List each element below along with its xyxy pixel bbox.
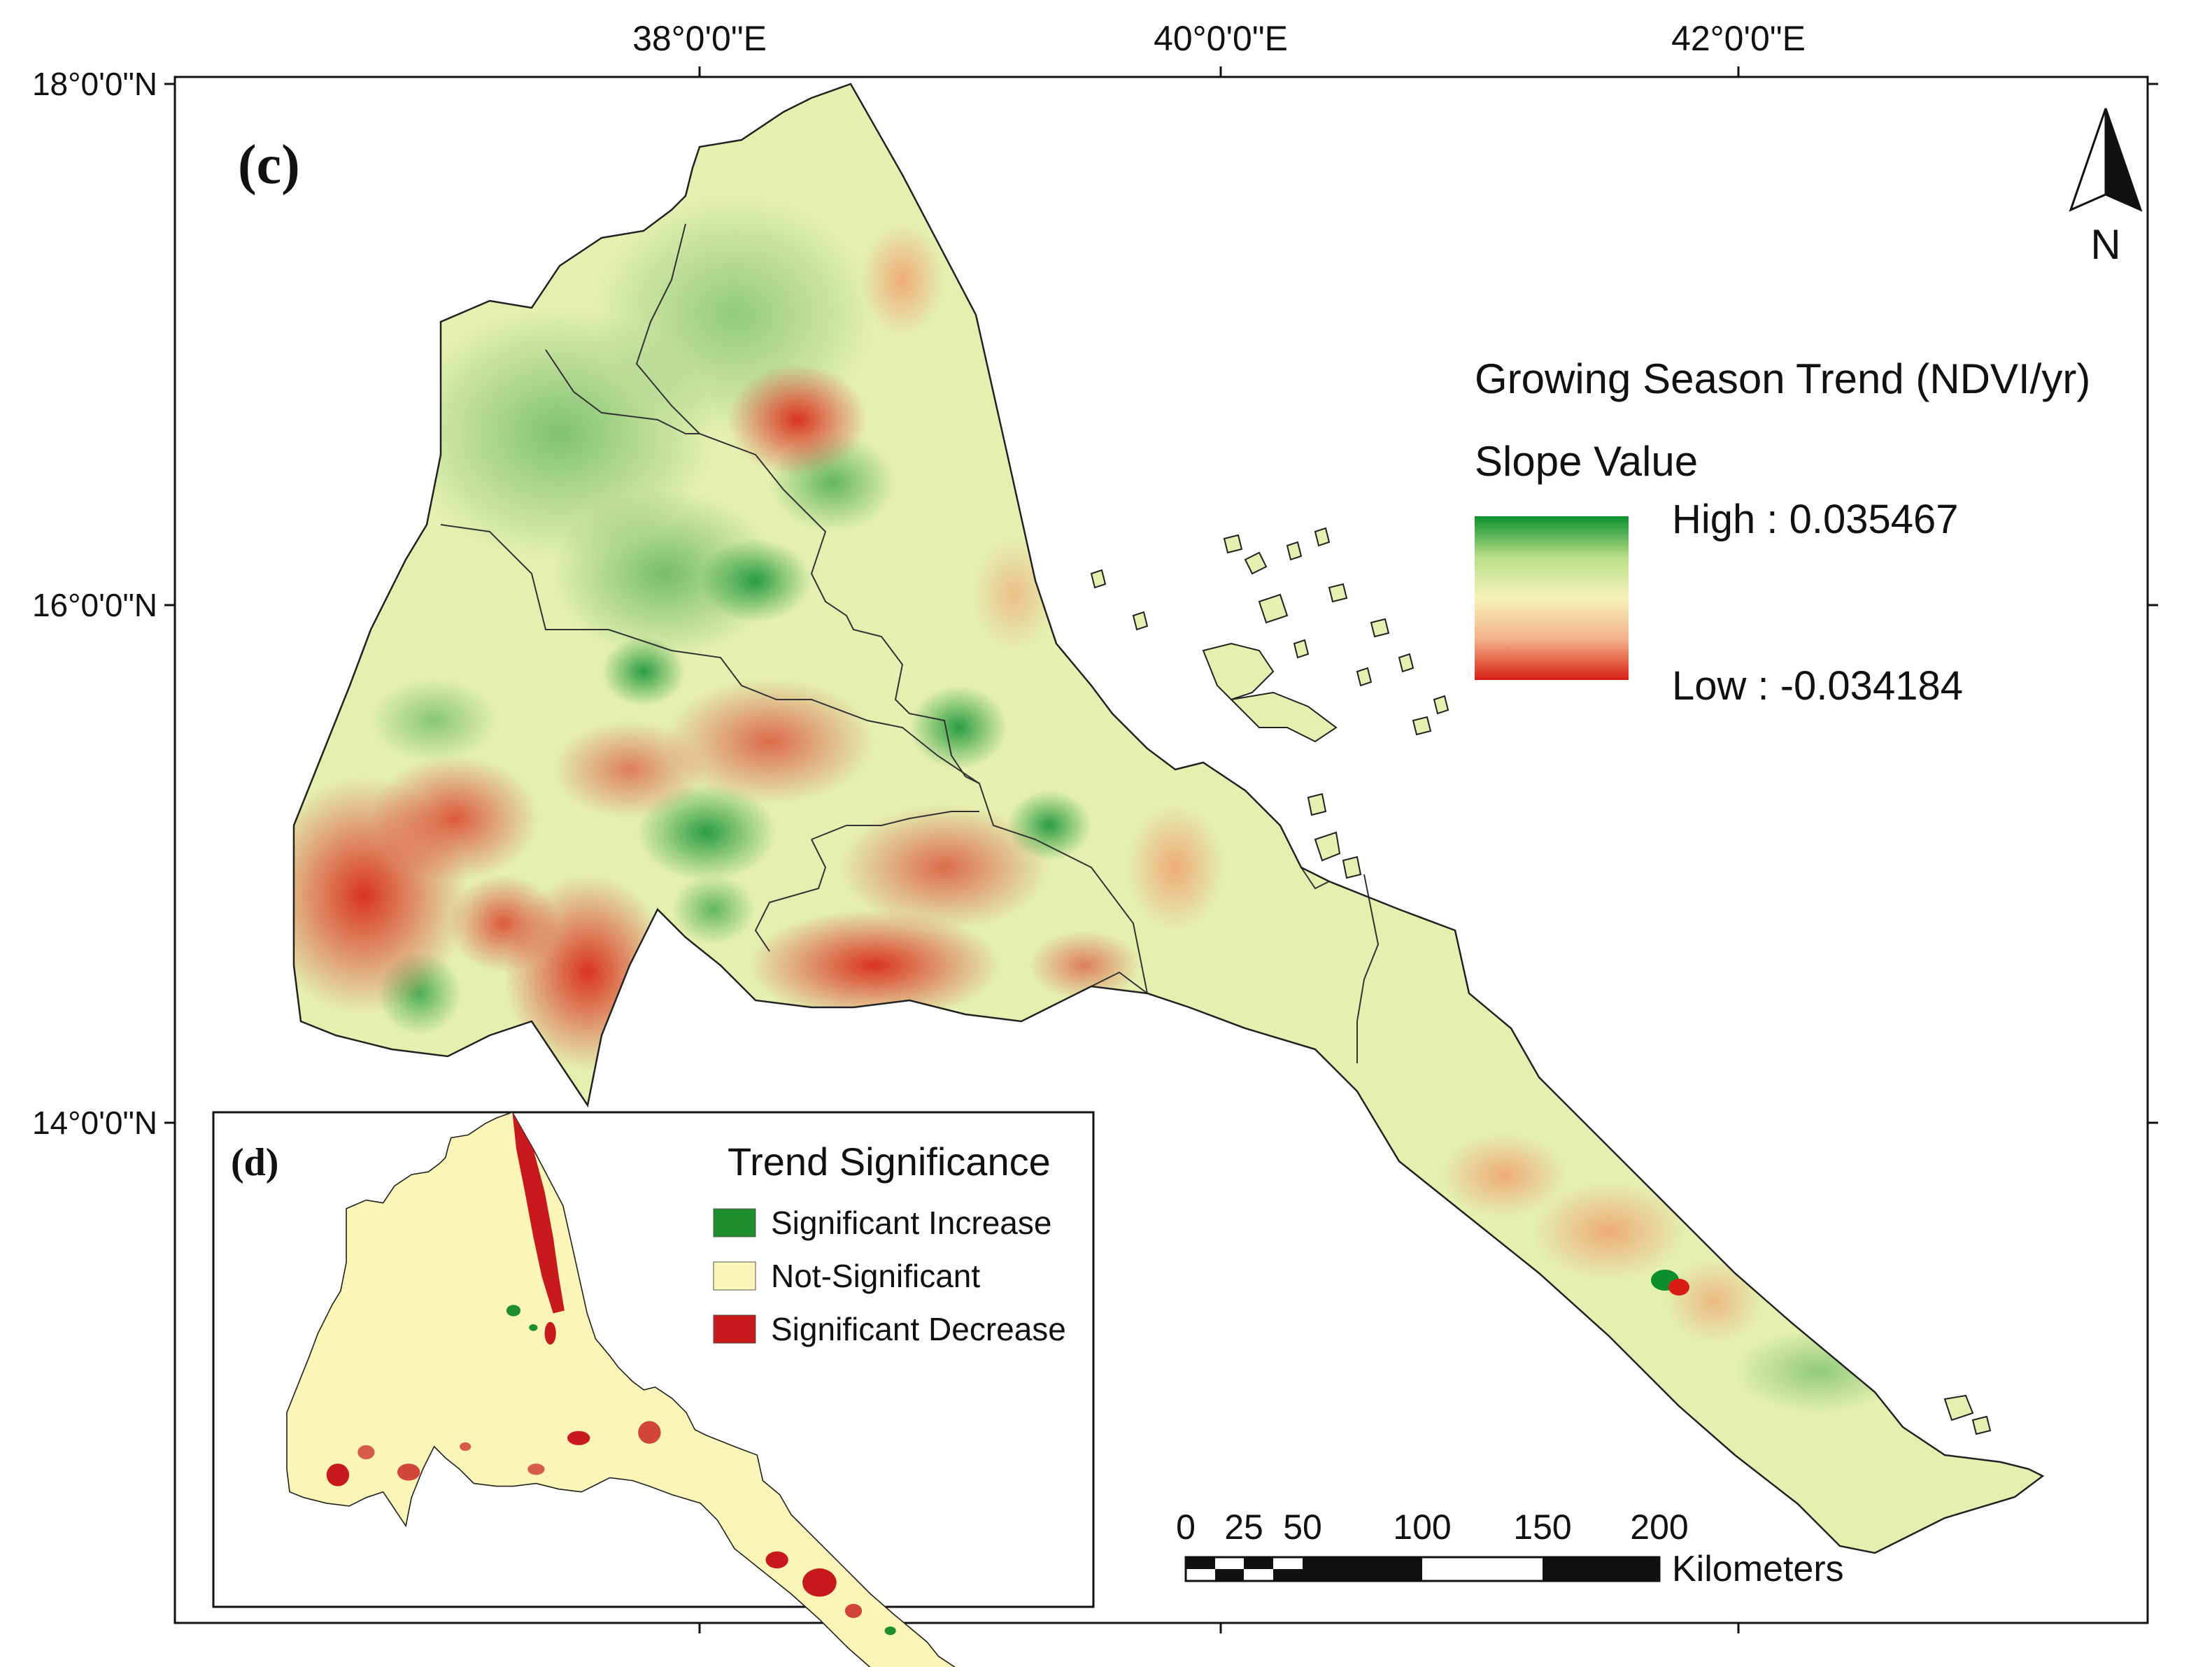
legend-high-label: High : 0.035467 xyxy=(1672,497,1959,542)
scale-tick-50: 50 xyxy=(1283,1508,1322,1547)
islands xyxy=(1090,527,1992,1435)
legend-subtitle: Slope Value xyxy=(1475,438,1698,485)
legend-swatch-significant-increase xyxy=(713,1208,756,1237)
latitude-label-16n: 16°0'0"N xyxy=(32,587,157,623)
legend-swatch-significant-decrease xyxy=(713,1314,756,1344)
legend-item-significant-increase: Significant Increase xyxy=(771,1205,1051,1241)
scale-tick-25: 25 xyxy=(1224,1508,1263,1547)
panel-label-d: (d) xyxy=(231,1141,278,1184)
scale-tick-150: 150 xyxy=(1513,1508,1571,1547)
scale-bar: 0 25 50 100 150 200 Kilometers xyxy=(1176,1508,1844,1589)
longitude-label-42e: 42°0'0"E xyxy=(1671,19,1806,58)
scale-tick-100: 100 xyxy=(1393,1508,1451,1547)
latitude-label-14n: 14°0'0"N xyxy=(32,1105,157,1141)
ndvi-trend-raster xyxy=(292,83,2045,1554)
legend-title: Growing Season Trend (NDVI/yr) xyxy=(1475,355,2090,402)
longitude-label-38e: 38°0'0"E xyxy=(632,19,767,58)
scale-unit: Kilometers xyxy=(1672,1549,1844,1589)
legend-gradient-bar xyxy=(1475,516,1629,680)
graticule-ticks xyxy=(164,66,2158,1633)
scale-tick-200: 200 xyxy=(1630,1508,1688,1547)
longitude-label-40e: 40°0'0"E xyxy=(1154,19,1288,58)
legend-item-not-significant: Not-Significant xyxy=(771,1258,980,1294)
legend-low-label: Low : -0.034184 xyxy=(1672,663,1963,709)
north-arrow-label: N xyxy=(2090,221,2120,268)
scale-tick-0: 0 xyxy=(1176,1508,1196,1547)
legend-swatch-not-significant xyxy=(713,1261,756,1291)
latitude-label-18n: 18°0'0"N xyxy=(32,66,157,102)
inset-legend: Trend Significance Significant Increase … xyxy=(713,1140,1066,1347)
inset-legend-title: Trend Significance xyxy=(728,1140,1051,1184)
slope-legend: Growing Season Trend (NDVI/yr) Slope Val… xyxy=(1475,355,2090,709)
north-arrow-icon: N xyxy=(2069,108,2143,268)
inset-significance-map: (d) xyxy=(212,1111,1095,1667)
legend-item-significant-decrease: Significant Decrease xyxy=(771,1311,1066,1347)
panel-label-c: (c) xyxy=(238,134,300,196)
